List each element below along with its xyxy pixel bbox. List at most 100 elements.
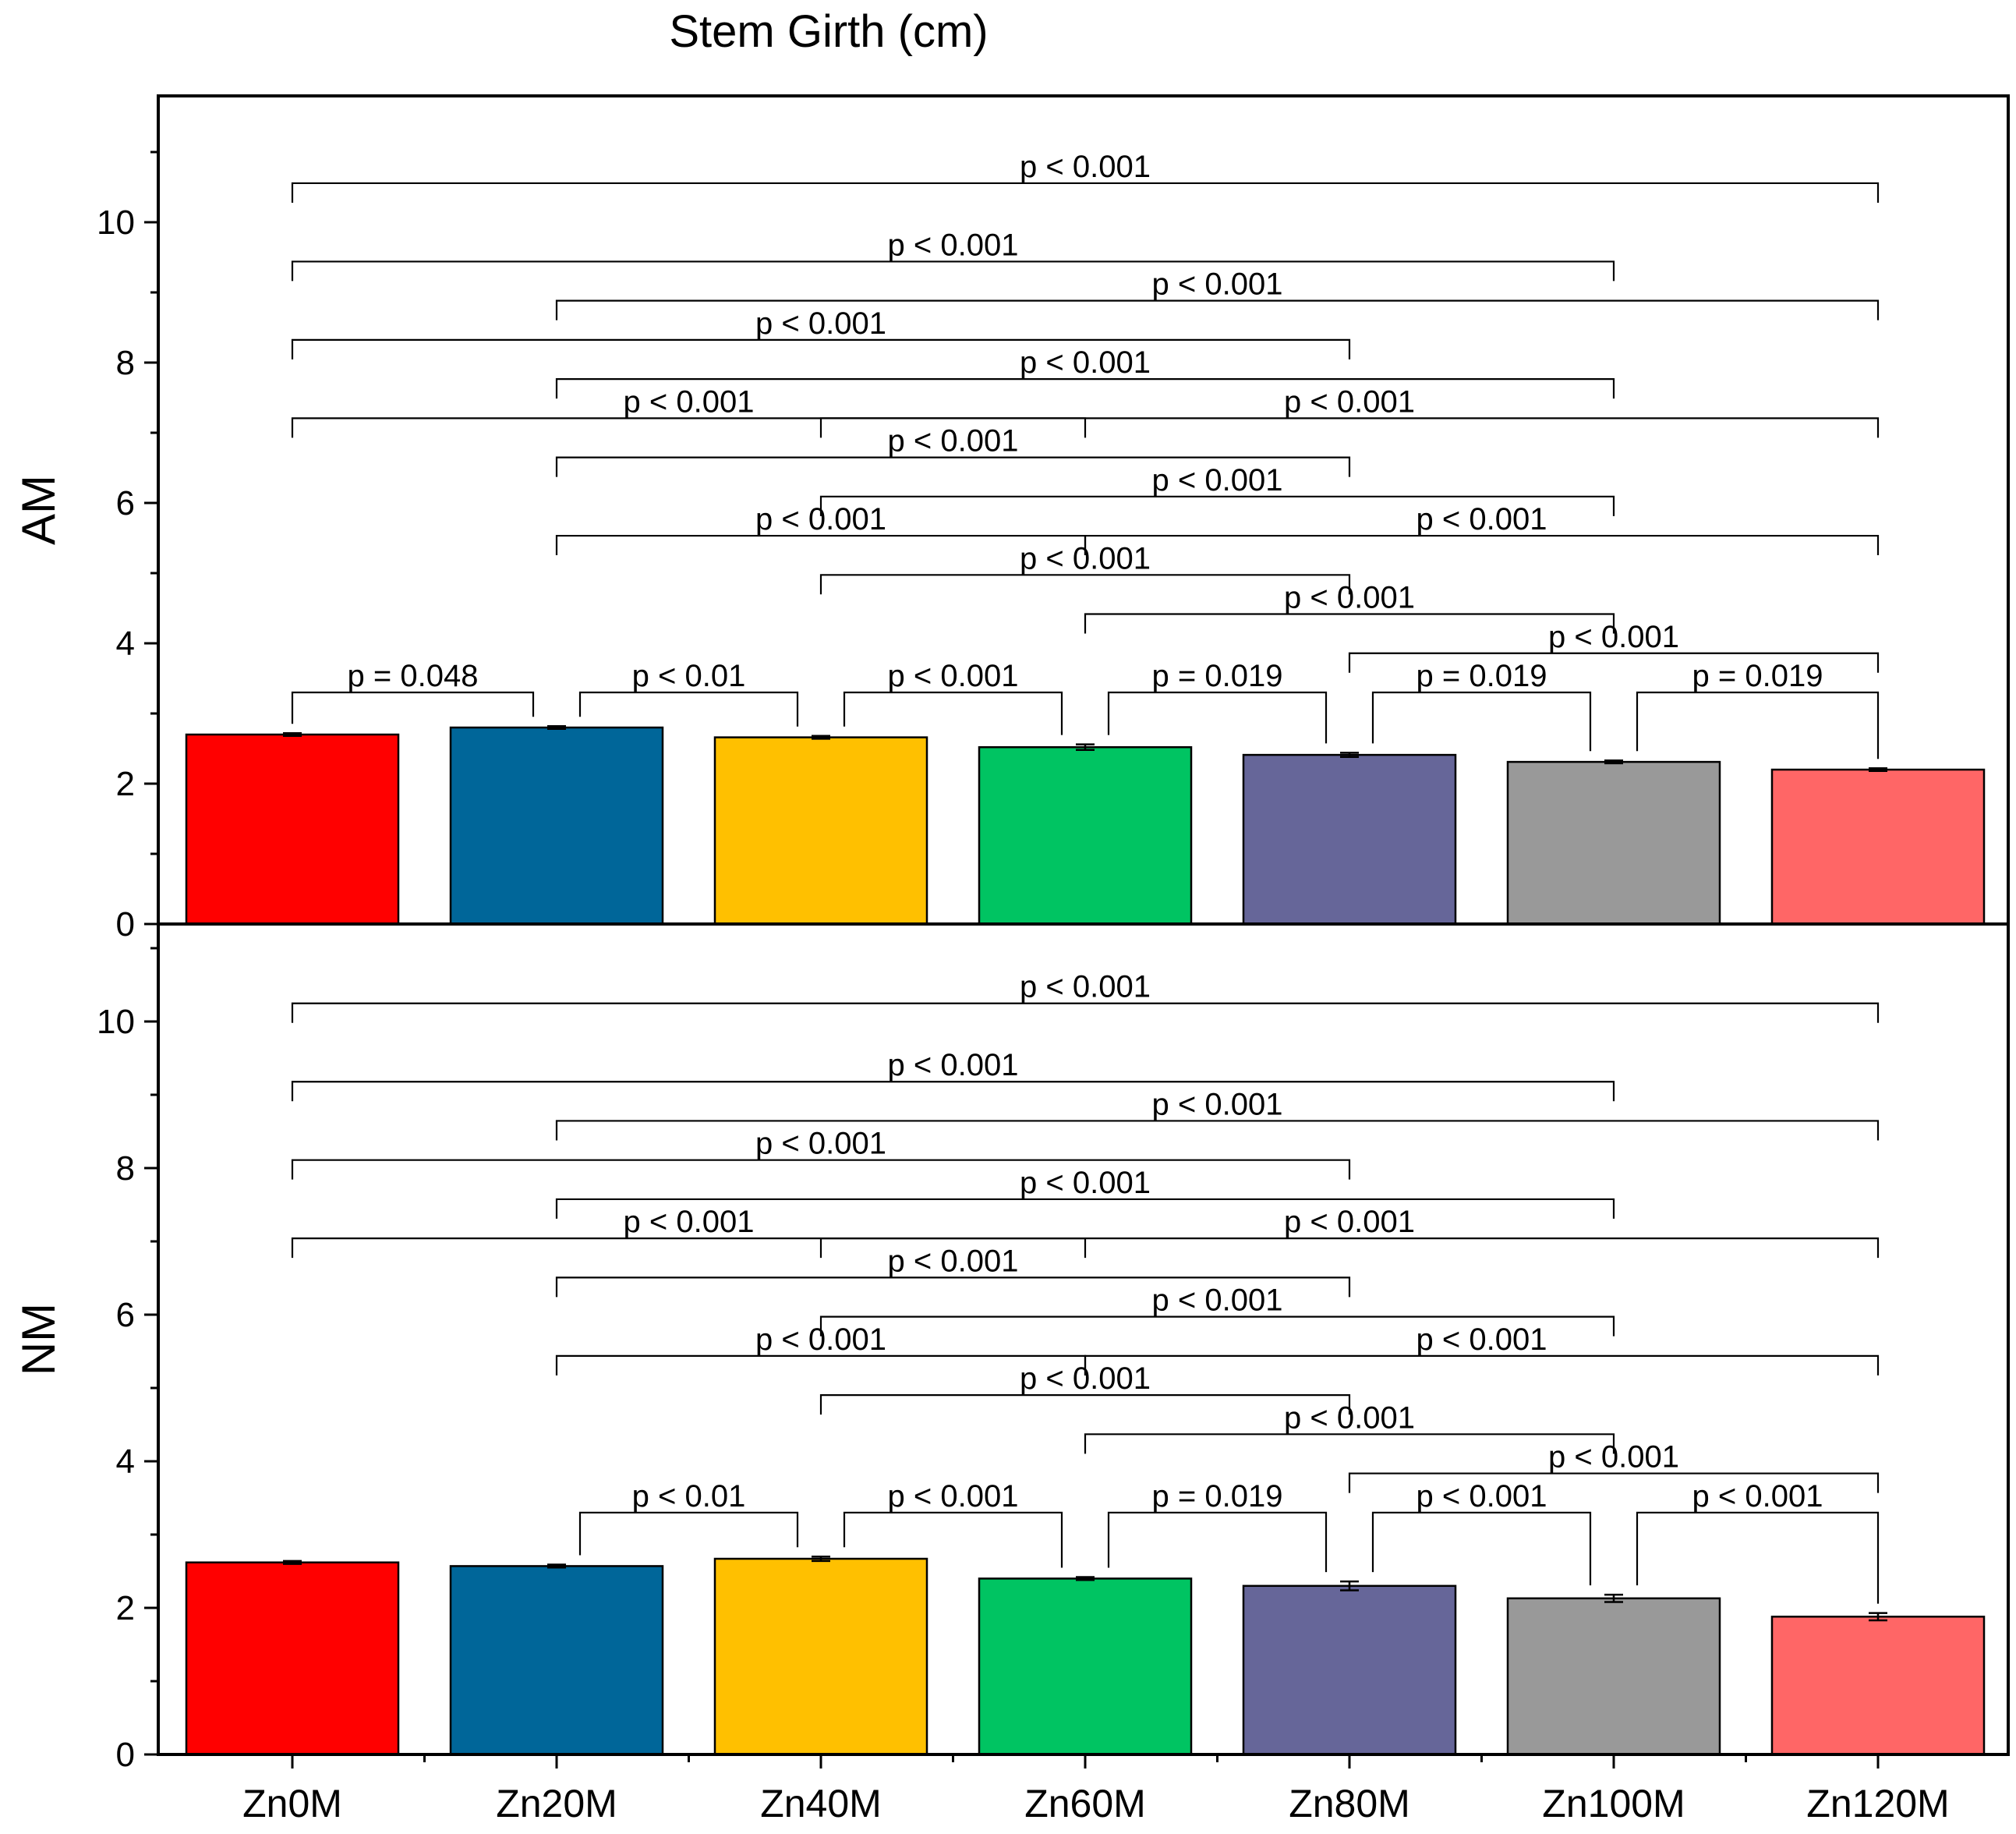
sig-bracket-nm-zn0m-zn60m [291,1237,1087,1259]
x-tick-label-zn20m: Zn20M [496,1782,617,1825]
sig-label-am-zn80m-zn120m: p < 0.001 [1548,620,1679,654]
y-tick-label-nm-0: 0 [116,1736,135,1774]
sig-label-nm-zn40m-zn60m: p < 0.001 [888,1479,1019,1514]
sig-bracket-nm-zn20m-zn80m [555,1276,1351,1298]
bar-am-zn100m [1506,760,1721,926]
sig-label-am-zn0m-zn100m: p < 0.001 [888,228,1019,262]
y-tick-label-nm-10: 10 [97,1003,135,1041]
sig-label-nm-zn0m-zn100m: p < 0.001 [888,1048,1019,1082]
sig-label-am-zn80m-zn100m: p = 0.019 [1417,659,1547,693]
bar-am-zn0m [185,733,400,926]
sig-label-nm-zn0m-zn60m: p < 0.001 [624,1205,755,1239]
y-tick-label-am-6: 6 [116,484,135,522]
sig-label-am-zn20m-zn100m: p < 0.001 [1020,345,1151,380]
x-tick-label-zn120m: Zn120M [1806,1782,1949,1825]
y-tick-label-nm-6: 6 [116,1296,135,1334]
sig-label-am-zn0m-zn60m: p < 0.001 [624,384,755,419]
sig-bracket-nm-zn40m-zn80m [819,1393,1351,1415]
sig-bracket-am-zn0m-zn60m [291,417,1087,438]
x-tick-label-zn0m: Zn0M [242,1782,342,1825]
y-tick-label-am-0: 0 [116,905,135,944]
sig-label-am-zn100m-zn120m: p = 0.019 [1692,659,1823,693]
sig-label-am-zn60m-zn80m: p = 0.019 [1152,659,1283,693]
sig-bracket-nm-zn20m-zn100m [555,1198,1615,1219]
sig-label-nm-zn100m-zn120m: p < 0.001 [1692,1479,1823,1514]
sig-label-nm-zn40m-zn100m: p < 0.001 [1152,1283,1283,1318]
sig-bracket-am-zn0m-zn120m [291,182,1880,203]
sig-bracket-am-zn0m-zn20m [291,691,535,724]
sig-bracket-am-zn40m-zn60m [843,691,1063,735]
bar-nm-zn60m [978,1577,1193,1756]
sig-label-am-zn60m-zn120m: p < 0.001 [1417,502,1547,536]
y-tick-label-am-4: 4 [116,625,135,663]
sig-bracket-am-zn100m-zn120m [1636,691,1880,759]
bar-am-zn80m [1242,753,1457,926]
sig-label-nm-zn0m-zn80m: p < 0.001 [755,1127,886,1161]
sig-bracket-nm-zn0m-zn100m [291,1081,1615,1102]
sig-bracket-am-zn20m-zn80m [555,456,1351,477]
sig-label-nm-zn0m-zn120m: p < 0.001 [1020,970,1151,1004]
sig-bracket-nm-zn20m-zn60m [555,1354,1087,1376]
sig-bracket-am-zn80m-zn120m [1348,652,1880,673]
y-tick-label-am-8: 8 [116,344,135,382]
sig-bracket-nm-zn0m-zn80m [291,1159,1351,1180]
sig-bracket-am-zn40m-zn80m [819,574,1351,595]
y-tick-label-am-10: 10 [97,204,135,242]
sig-bracket-nm-zn60m-zn120m [1084,1354,1880,1376]
bar-nm-zn0m [185,1561,400,1756]
sig-label-nm-zn20m-zn100m: p < 0.001 [1020,1166,1151,1200]
sig-label-am-zn0m-zn120m: p < 0.001 [1020,150,1151,184]
sig-label-am-zn20m-zn120m: p < 0.001 [1152,267,1283,302]
x-tick-label-zn80m: Zn80M [1289,1782,1410,1825]
sig-bracket-nm-zn40m-zn120m [819,1237,1880,1259]
x-tick-label-zn40m: Zn40M [760,1782,882,1825]
sig-label-nm-zn20m-zn120m: p < 0.001 [1152,1087,1283,1121]
y-axis-label-nm: NM [12,1303,65,1376]
sig-label-nm-zn20m-zn40m: p < 0.01 [632,1479,746,1514]
sig-bracket-am-zn40m-zn100m [819,495,1615,516]
sig-bracket-nm-zn40m-zn100m [819,1315,1615,1337]
y-tick-label-nm-8: 8 [116,1149,135,1188]
sig-bracket-nm-zn80m-zn100m [1371,1511,1592,1586]
sig-bracket-am-zn60m-zn100m [1084,613,1615,634]
sig-bracket-am-zn20m-zn100m [555,378,1615,399]
bar-nm-zn100m [1506,1597,1721,1756]
sig-bracket-am-zn20m-zn40m [578,691,799,727]
sig-bracket-am-zn60m-zn120m [1084,534,1880,556]
sig-bracket-am-zn40m-zn120m [819,417,1880,438]
sig-bracket-nm-zn20m-zn40m [578,1511,799,1556]
sig-bracket-am-zn20m-zn60m [555,534,1087,556]
bar-am-zn60m [978,745,1193,926]
sig-bracket-nm-zn40m-zn60m [843,1511,1063,1568]
sig-label-nm-zn60m-zn100m: p < 0.001 [1284,1400,1415,1435]
sig-bracket-am-zn20m-zn120m [555,299,1880,320]
sig-label-nm-zn80m-zn120m: p < 0.001 [1548,1440,1679,1475]
sig-label-nm-zn60m-zn80m: p = 0.019 [1152,1479,1283,1514]
sig-bracket-nm-zn20m-zn120m [555,1120,1880,1141]
sig-label-am-zn40m-zn60m: p < 0.001 [888,659,1019,693]
sig-label-am-zn40m-zn120m: p < 0.001 [1284,384,1415,419]
bar-nm-zn20m [449,1565,664,1756]
sig-bracket-am-zn0m-zn100m [291,260,1615,281]
y-tick-label-nm-4: 4 [116,1443,135,1481]
sig-label-am-zn60m-zn100m: p < 0.001 [1284,581,1415,615]
y-axis-label-am: AM [12,475,65,545]
bar-nm-zn120m [1770,1616,1986,1756]
sig-label-am-zn20m-zn80m: p < 0.001 [888,424,1019,458]
bar-nm-zn40m [713,1557,928,1756]
sig-bracket-nm-zn60m-zn80m [1107,1511,1328,1573]
sig-label-am-zn0m-zn80m: p < 0.001 [755,306,886,341]
sig-label-nm-zn40m-zn120m: p < 0.001 [1284,1205,1415,1239]
sig-label-nm-zn80m-zn100m: p < 0.001 [1417,1479,1547,1514]
y-tick-label-am-2: 2 [116,765,135,803]
bar-am-zn20m [449,726,664,926]
y-tick-label-nm-2: 2 [116,1589,135,1627]
bar-nm-zn80m [1242,1584,1457,1756]
sig-label-am-zn0m-zn20m: p = 0.048 [348,659,479,693]
x-tick-label-zn100m: Zn100M [1542,1782,1685,1825]
x-tick-label-zn60m: Zn60M [1024,1782,1146,1825]
sig-bracket-nm-zn100m-zn120m [1636,1511,1880,1604]
bar-am-zn120m [1770,768,1986,926]
